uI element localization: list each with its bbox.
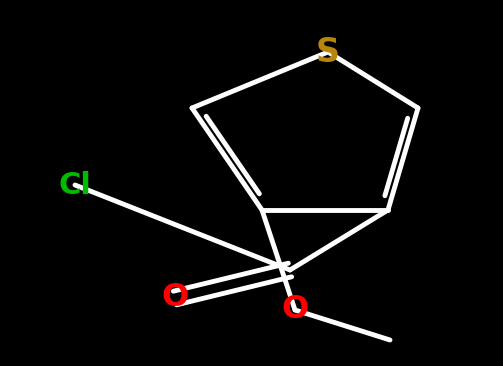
Text: Cl: Cl <box>58 171 92 199</box>
Text: S: S <box>316 36 340 68</box>
Text: O: O <box>281 295 309 325</box>
Text: O: O <box>161 283 189 314</box>
